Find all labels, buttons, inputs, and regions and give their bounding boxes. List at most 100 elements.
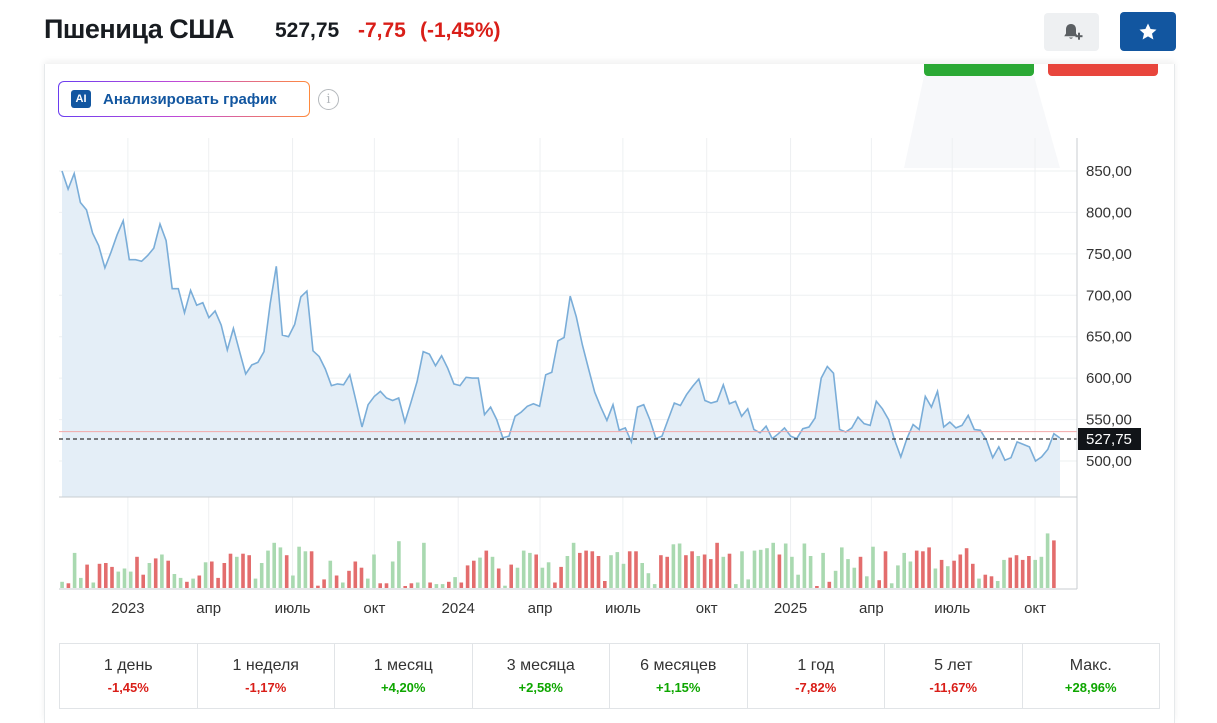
current-price-badge: 527,75 — [1078, 428, 1141, 450]
volume-bar — [665, 556, 669, 588]
volume-bar — [715, 542, 719, 588]
create-alert-button[interactable] — [1044, 13, 1099, 51]
page-title: Пшеница США — [44, 14, 234, 44]
volume-bar — [185, 581, 189, 588]
volume-bar — [334, 575, 339, 588]
x-tick-label: июль — [934, 600, 970, 617]
performance-cell: 6 месяцев +1,15% — [610, 644, 748, 708]
volume-bar — [390, 561, 395, 588]
volume-bar — [783, 543, 788, 588]
volume-bar — [472, 560, 476, 588]
volume-bar — [97, 563, 102, 588]
volume-bar — [1020, 559, 1025, 588]
volume-bar — [877, 580, 881, 588]
x-tick-label: 2024 — [442, 600, 475, 617]
volume-bar — [1045, 533, 1050, 588]
volume-bar — [553, 582, 557, 588]
price-change: -7,75 — [358, 19, 406, 42]
price-chart[interactable]: Investing .com 850,00800,00750,00700,006… — [0, 0, 1217, 640]
volume-bar — [465, 565, 470, 588]
add-to-watchlist-button[interactable] — [1120, 12, 1176, 51]
performance-period: 5 лет — [934, 657, 973, 674]
analyze-chart-button[interactable]: AI Анализировать график — [58, 81, 310, 117]
sell-button[interactable] — [1048, 64, 1158, 76]
x-axis-ticks: 2023 апр июль окт 2024 апр июль окт 2025 апр июль о… — [111, 600, 1046, 617]
performance-period: 1 неделя — [232, 657, 299, 674]
volume-bar — [79, 577, 83, 588]
volume-bar — [808, 556, 813, 588]
performance-cell: 1 день -1,45% — [60, 644, 198, 708]
x-tick-label: 2025 — [774, 600, 807, 617]
y-tick-label: 750,00 — [1086, 246, 1132, 263]
volume-bar — [291, 575, 295, 588]
performance-value: -1,45% — [107, 680, 149, 695]
volume-bar — [228, 553, 233, 588]
volume-bar — [490, 556, 495, 588]
volume-bar — [484, 550, 489, 588]
volume-bar — [440, 584, 445, 588]
volume-bar — [322, 579, 326, 588]
volume-bar — [378, 583, 382, 588]
volume-bar — [709, 559, 713, 588]
volume-bar — [1039, 556, 1044, 588]
info-icon[interactable]: i — [318, 89, 339, 110]
volume-bar — [104, 563, 108, 588]
star-icon — [1139, 23, 1157, 39]
performance-table: 1 день -1,45% 1 неделя -1,17% 1 месяц +4,20% 3… — [59, 643, 1160, 709]
volume-bar — [952, 560, 956, 588]
x-tick-label: апр — [196, 600, 221, 617]
volume-bar — [178, 577, 183, 588]
volume-bar — [85, 564, 89, 588]
volume-bar — [995, 581, 1000, 588]
performance-value: +28,96% — [1064, 680, 1117, 695]
volume-bar — [889, 583, 894, 588]
performance-cell: Макс. +28,96% — [1023, 644, 1160, 708]
volume-bar — [528, 552, 532, 588]
volume-bar — [235, 556, 239, 588]
volume-bar — [91, 582, 96, 588]
volume-bars — [60, 533, 1056, 588]
performance-cell: 1 месяц +4,20% — [335, 644, 473, 708]
volume-bar — [927, 547, 931, 588]
volume-bar — [752, 550, 757, 588]
buy-button[interactable] — [924, 64, 1034, 76]
volume-bar — [846, 559, 850, 588]
volume-bar — [590, 551, 595, 588]
performance-value: -1,17% — [245, 680, 287, 695]
performance-cell: 1 год -7,82% — [748, 644, 885, 708]
volume-bar — [478, 557, 482, 588]
volume-bar — [640, 563, 644, 588]
volume-bar — [66, 583, 71, 588]
volume-bar — [565, 556, 570, 588]
volume-bar — [946, 566, 950, 588]
bell-plus-icon — [1063, 24, 1082, 40]
volume-bar — [609, 555, 613, 588]
volume-bar — [284, 555, 289, 588]
volume-bar — [671, 544, 676, 588]
volume-bar — [328, 560, 333, 588]
volume-bar — [403, 586, 407, 588]
volume-bar — [958, 554, 963, 588]
volume-bar — [621, 563, 626, 588]
performance-period: 6 месяцев — [640, 657, 717, 674]
performance-value: +1,15% — [656, 680, 701, 695]
volume-bar — [802, 543, 807, 588]
volume-bar — [790, 556, 794, 588]
volume-bar — [241, 553, 245, 588]
performance-period: 1 год — [797, 657, 835, 674]
volume-bar — [615, 552, 620, 588]
volume-bar — [933, 568, 938, 588]
analyze-chart-label: Анализировать график — [103, 90, 277, 108]
volume-bar — [141, 574, 145, 588]
volume-bar — [827, 581, 832, 588]
volume-bar — [160, 554, 164, 588]
volume-bar — [964, 548, 969, 588]
volume-bar — [110, 566, 114, 588]
volume-bar — [222, 563, 227, 588]
volume-bar — [796, 574, 800, 588]
volume-bar — [821, 552, 825, 588]
instrument-header: Пшеница США 527,75 -7,75 (-1,45%) — [0, 0, 1217, 64]
volume-bar — [1027, 556, 1031, 588]
volume-bar — [646, 573, 651, 588]
volume-bar — [777, 554, 782, 588]
